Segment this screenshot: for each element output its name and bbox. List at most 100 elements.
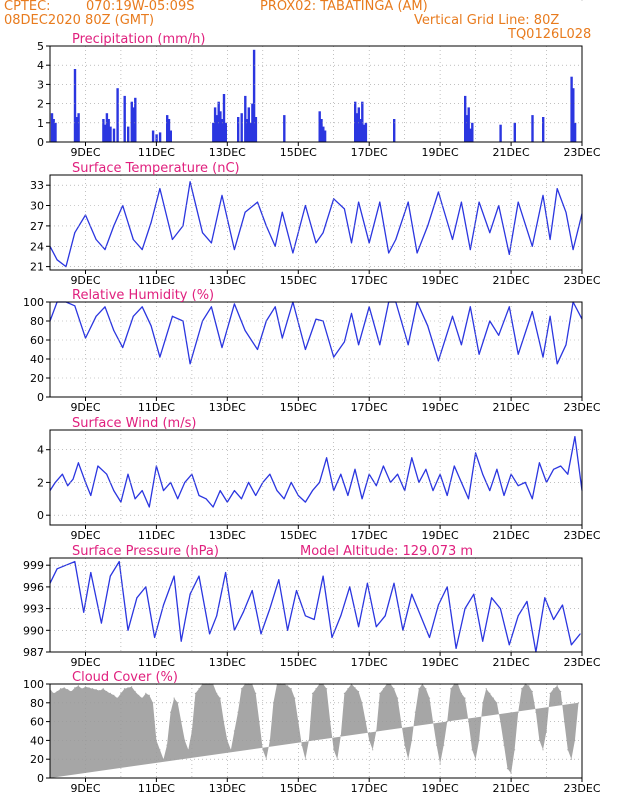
wind-point <box>553 468 555 470</box>
cloud-point <box>219 697 221 699</box>
pressure-point <box>491 597 493 599</box>
panel-temp: 21 24 27 30 33 9DEC 11DEC 13DEC 15DEC 17DEC 19DEC 2… <box>30 161 601 287</box>
wind-point <box>148 506 150 508</box>
cloud-point <box>397 697 399 699</box>
panel-title: Cloud Cover (%) <box>72 670 178 685</box>
wind-point <box>489 490 491 492</box>
cloud-point <box>127 687 129 689</box>
x-tick-label: 19DEC <box>422 401 459 414</box>
wind-point <box>67 485 69 487</box>
cloud-point <box>570 758 573 760</box>
cloud-point <box>436 744 438 746</box>
cloud-point <box>443 744 445 746</box>
temp-point <box>542 194 544 196</box>
cloud-point <box>506 768 509 770</box>
temp-point <box>556 188 558 190</box>
x-tick-label: 23DEC <box>563 656 600 669</box>
x-tick-label: 23DEC <box>563 529 600 542</box>
x-tick-label: 9DEC <box>70 401 100 414</box>
precip-bar <box>151 130 155 142</box>
y-tick-label: 999 <box>23 559 44 572</box>
y-tick-label: 3 <box>37 78 44 91</box>
wind-point <box>241 498 242 500</box>
precip-bar <box>219 111 222 142</box>
x-tick-label: 9DEC <box>70 782 100 795</box>
y-tick-label: 20 <box>30 372 44 385</box>
temp-point <box>395 239 397 240</box>
precip-bar <box>77 113 80 142</box>
cloud-point <box>517 711 519 713</box>
panel-frame <box>49 45 583 143</box>
x-tick-label: 21DEC <box>493 782 530 795</box>
wind-point <box>475 452 477 454</box>
cloud-point <box>450 688 452 690</box>
y-tick-label: 0 <box>37 136 44 149</box>
temp-point <box>407 201 409 203</box>
precip-bar <box>531 115 534 142</box>
panel-title: Surface Pressure (hPa) <box>72 544 219 559</box>
precip-bar <box>323 130 327 142</box>
humidity-point <box>315 318 317 320</box>
x-tick-label: 15DEC <box>280 274 317 287</box>
wind-point <box>113 490 115 492</box>
pressure-point <box>127 629 129 631</box>
panel-frame <box>49 429 583 526</box>
humidity-point <box>478 353 480 355</box>
pressure-point <box>429 637 430 638</box>
pressure-point <box>411 593 413 595</box>
header-coords: 070:19W-05:09S <box>86 0 195 14</box>
panel-frame <box>49 301 583 398</box>
cloud-point <box>77 685 79 687</box>
pressure-point <box>473 593 475 595</box>
pressure-point <box>562 604 563 606</box>
cloud-point <box>159 749 161 751</box>
cloud-point <box>439 763 441 765</box>
wind-point <box>446 495 448 496</box>
wind-point <box>97 465 99 467</box>
precip-bar <box>240 113 243 142</box>
pressure-point <box>216 615 218 617</box>
cloud-point <box>120 692 122 695</box>
wind-point <box>340 473 342 475</box>
cloud-point <box>88 687 90 689</box>
cloud-point <box>102 688 104 690</box>
temp-point <box>221 194 223 196</box>
x-tick-label: 21DEC <box>493 274 530 287</box>
precip-bar <box>132 107 135 142</box>
cloud-point <box>166 744 168 746</box>
temp-point <box>565 211 567 213</box>
precip-bar <box>361 101 364 142</box>
precip-bar <box>322 126 325 142</box>
precip-bar <box>104 124 107 142</box>
y-tick-label: 40 <box>30 734 44 747</box>
cloud-point <box>400 721 402 723</box>
cloud-point <box>198 688 200 690</box>
temp-point <box>489 232 491 234</box>
cloud-point <box>538 739 541 742</box>
x-tick-label: 21DEC <box>493 401 530 414</box>
temp-point <box>427 225 429 227</box>
wind-point <box>212 506 214 508</box>
precip-bar <box>247 107 250 142</box>
x-tick-label: 13DEC <box>209 146 246 159</box>
cloud-point <box>556 685 558 687</box>
wind-point <box>184 481 186 483</box>
wind-point <box>326 457 328 459</box>
humidity-point <box>159 356 161 358</box>
precip-bar <box>213 107 217 142</box>
cloud-point <box>545 730 548 732</box>
temp-point <box>244 211 246 213</box>
x-tick-label: 17DEC <box>351 529 388 542</box>
humidity-point <box>150 325 152 327</box>
cloud-point <box>567 749 569 751</box>
cloud-point <box>60 688 62 690</box>
cloud-point <box>354 687 356 689</box>
cloud-point <box>489 692 491 695</box>
pressure-point <box>90 572 92 573</box>
humidity-point <box>244 330 246 331</box>
precip-bar <box>283 115 286 142</box>
x-tick-label: 11DEC <box>138 146 175 159</box>
temp-point <box>351 242 352 244</box>
humidity-point <box>358 344 360 346</box>
cloud-point <box>432 721 434 723</box>
